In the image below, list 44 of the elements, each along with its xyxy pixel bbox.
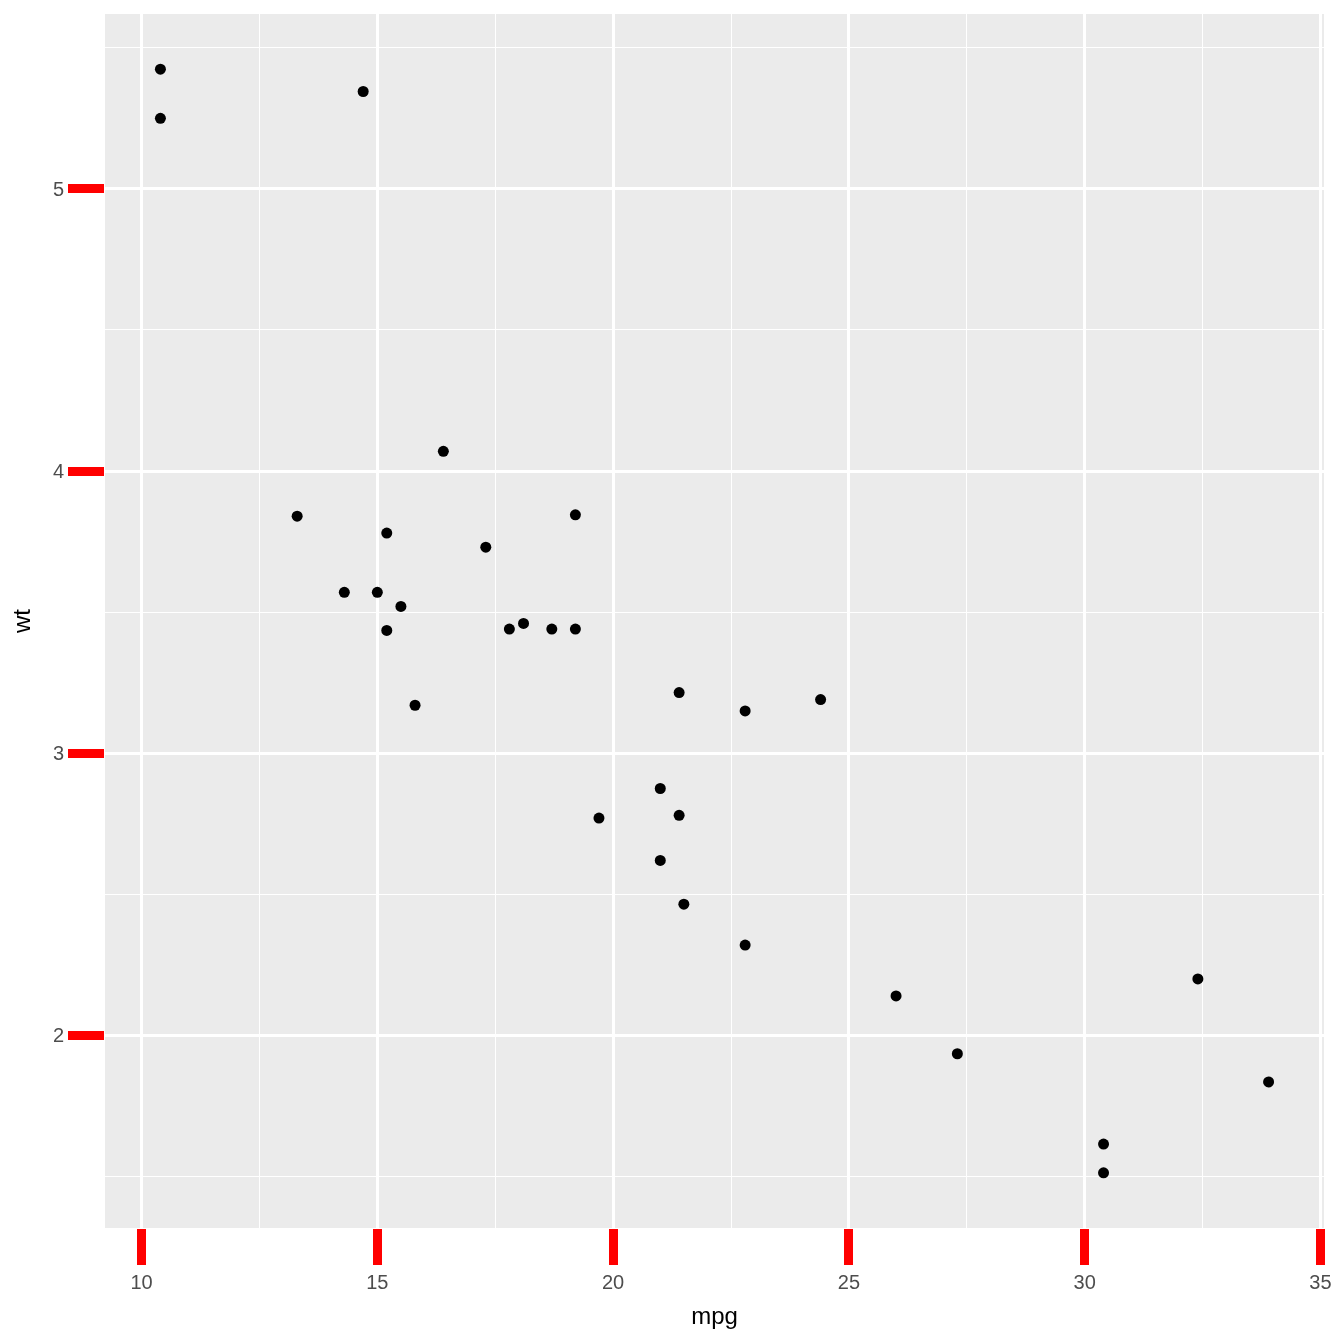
point	[739, 939, 751, 951]
y-tick-label: 2	[52, 1024, 64, 1047]
point	[381, 624, 393, 636]
point	[291, 510, 303, 522]
point	[357, 85, 369, 97]
point	[395, 600, 407, 612]
point	[409, 699, 421, 711]
y-tick-label: 3	[52, 742, 64, 765]
y-tick-label: 5	[52, 177, 64, 200]
point	[593, 812, 605, 824]
point	[569, 623, 581, 635]
point	[154, 112, 166, 124]
point	[546, 623, 558, 635]
point	[371, 586, 383, 598]
x-tick-label: 20	[601, 1271, 625, 1293]
point	[654, 782, 666, 794]
point	[480, 541, 492, 553]
x-tick-label: 10	[130, 1271, 153, 1293]
point	[338, 586, 350, 598]
x-tick-label: 35	[1309, 1271, 1332, 1293]
point	[1192, 973, 1204, 985]
point	[739, 705, 751, 717]
point	[518, 617, 530, 629]
point	[1098, 1138, 1110, 1150]
y-tick-label: 4	[52, 460, 64, 483]
point	[654, 854, 666, 866]
x-tick-label: 30	[1073, 1271, 1096, 1293]
point	[1263, 1076, 1275, 1088]
point	[503, 623, 515, 635]
x-axis-title: mpg	[691, 1302, 738, 1330]
point	[678, 898, 690, 910]
point	[951, 1048, 963, 1060]
x-tick-label: 15	[366, 1271, 389, 1293]
point	[154, 63, 166, 75]
point	[673, 809, 685, 821]
point	[381, 527, 393, 539]
point	[569, 509, 581, 521]
point	[673, 687, 685, 699]
point	[890, 990, 902, 1002]
point	[1098, 1167, 1110, 1179]
y-axis-title: wt	[7, 608, 35, 634]
point	[437, 445, 449, 457]
point	[815, 694, 827, 706]
x-tick-label: 25	[837, 1271, 861, 1293]
